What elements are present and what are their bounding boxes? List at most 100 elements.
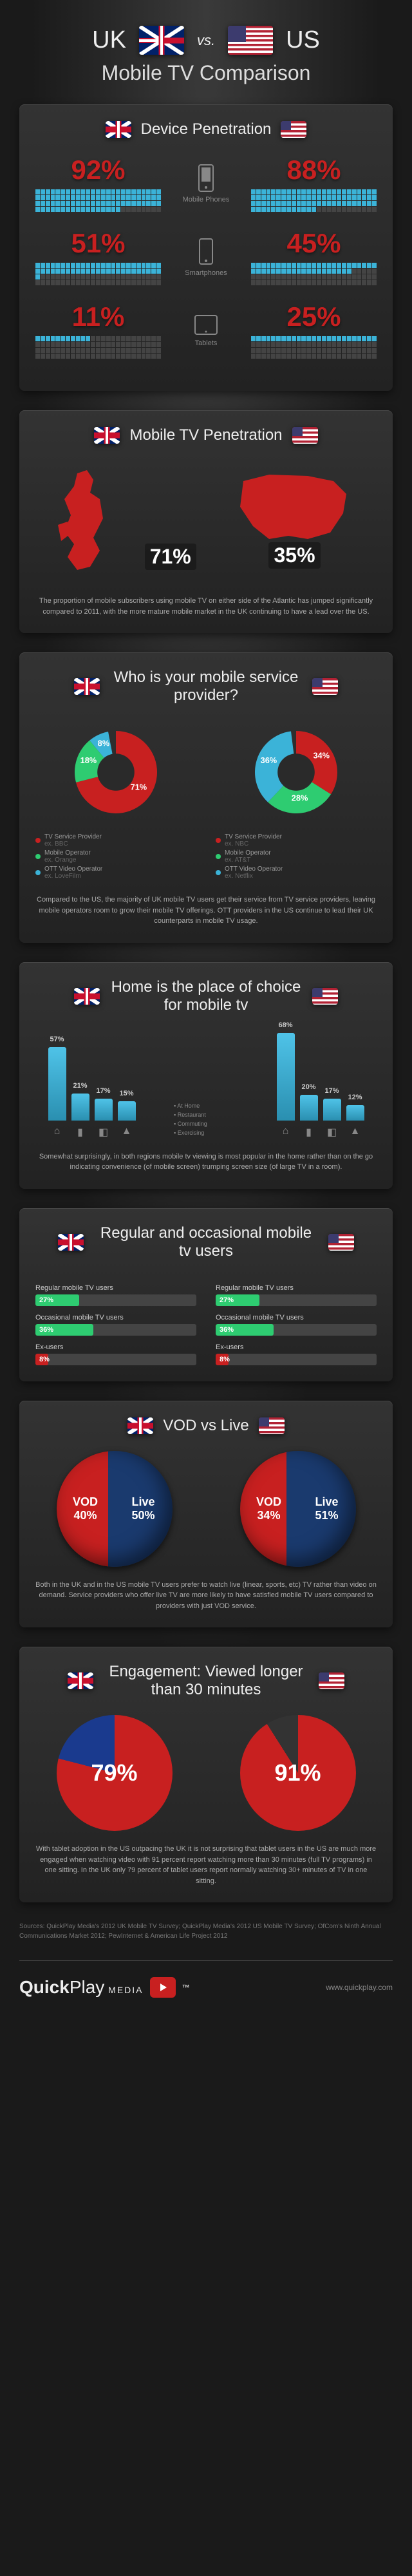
home-bar: 20% — [300, 1095, 318, 1121]
user-label: Ex-users — [216, 1343, 377, 1351]
us-donut-chart: 34%28%36% — [245, 721, 348, 824]
us-flag-icon — [259, 1417, 285, 1434]
us-flag-icon — [312, 988, 338, 1005]
uk-flag-icon — [58, 1234, 84, 1251]
legend-item: OTT Video Operatorex. Netflix — [216, 866, 377, 880]
user-bar: 8% — [216, 1354, 377, 1365]
live-label: Live50% — [124, 1495, 163, 1522]
section-engagement: Engagement: Viewed longer than 30 minute… — [19, 1647, 393, 1902]
uk-flag-icon — [139, 26, 184, 55]
user-bar: 27% — [216, 1294, 377, 1306]
uk-flag-icon — [74, 988, 100, 1005]
exercise-icon: ▲ — [118, 1126, 136, 1139]
us-map-icon — [230, 462, 359, 552]
home-bar: 12% — [346, 1105, 364, 1121]
us-map-block: 35% — [212, 462, 377, 582]
us-flag-icon — [328, 1234, 354, 1251]
uk-donut-chart: 71% 18%8% — [64, 721, 167, 824]
footer: QuickPlay MEDIA ™ www.quickplay.com — [19, 1960, 393, 1998]
home-bar: 17% — [323, 1099, 341, 1121]
user-bar: 36% — [35, 1324, 196, 1336]
home-bar: 15% — [118, 1101, 136, 1121]
section-regular-users: Regular and occasional mobile tv users R… — [19, 1208, 393, 1381]
section-description: Somewhat surprisingly, in both regions m… — [35, 1151, 377, 1173]
section-description: Compared to the US, the majority of UK m… — [35, 895, 377, 927]
header-vs: vs. — [197, 32, 215, 49]
us-home-bars: 68% 20% 17% 12% ⌂ ▮ ◧ ▲ — [264, 1030, 377, 1139]
user-label: Regular mobile TV users — [35, 1284, 196, 1292]
commute-icon: ◧ — [95, 1126, 113, 1139]
section-title: Engagement: Viewed longer than 30 minute… — [103, 1663, 309, 1699]
uk-legend: TV Service Providerex. BBCMobile Operato… — [35, 833, 196, 880]
uk-flag-icon — [127, 1417, 153, 1434]
commute-icon: ◧ — [323, 1126, 341, 1139]
section-title: Home is the place of choice for mobile t… — [109, 978, 303, 1014]
us-flag-icon — [281, 121, 306, 138]
home-bar: 68% — [277, 1033, 295, 1121]
user-label: Ex-users — [35, 1343, 196, 1351]
vod-label: VOD40% — [66, 1495, 105, 1522]
device-icon: Mobile Phones — [174, 164, 238, 204]
svg-text:28%: 28% — [292, 793, 308, 802]
uk-flag-icon — [94, 427, 120, 444]
section-title: Regular and occasional mobile tv users — [93, 1224, 319, 1260]
uk-map-icon — [39, 460, 142, 576]
uk-ball-chart: VOD40% Live50% — [57, 1451, 173, 1567]
device-icon: Tablets — [174, 314, 238, 347]
home-bar: 57% — [48, 1047, 66, 1121]
live-label: Live51% — [308, 1495, 346, 1522]
section-title: Who is your mobile service provider? — [109, 668, 303, 705]
uk-engagement-pie: 79% — [57, 1715, 173, 1831]
section-mobile-tv-penetration: Mobile TV Penetration 71% 35% The propor… — [19, 410, 393, 633]
section-title: Mobile TV Penetration — [129, 426, 282, 444]
restaurant-icon: ▮ — [71, 1126, 89, 1139]
us-flag-icon — [312, 678, 338, 695]
us-donut-block: 34%28%36% TV Service Providerex. NBCMobi… — [216, 721, 377, 882]
user-bar: 36% — [216, 1324, 377, 1336]
uk-donut-block: 71% 18%8% TV Service Providerex. BBCMobil… — [35, 721, 196, 882]
home-legend: ▪ At Home▪ Restaurant▪ Commuting▪ Exerci… — [174, 1103, 238, 1139]
user-label: Regular mobile TV users — [216, 1284, 377, 1292]
user-bar: 8% — [35, 1354, 196, 1365]
us-flag-icon — [319, 1672, 344, 1689]
us-penetration-pct: 35% — [268, 542, 320, 569]
legend-item: TV Service Providerex. BBC — [35, 833, 196, 848]
us-flag-icon — [228, 26, 273, 55]
uk-users-col: Regular mobile TV users 27%Occasional mo… — [35, 1276, 196, 1365]
exercise-icon: ▲ — [346, 1126, 364, 1139]
home-icon: ⌂ — [277, 1126, 295, 1139]
section-provider: Who is your mobile service provider? 71%… — [19, 652, 393, 943]
section-title: Device Penetration — [141, 120, 272, 138]
section-description: Both in the UK and in the US mobile TV u… — [35, 1580, 377, 1612]
sources-text: Sources: QuickPlay Media's 2012 UK Mobil… — [19, 1922, 393, 1941]
uk-flag-icon — [74, 678, 100, 695]
footer-url: www.quickplay.com — [326, 1983, 393, 1992]
uk-map-block: 71% — [35, 460, 200, 583]
header: UK vs. US Mobile TV Comparison — [19, 26, 393, 85]
section-vod-live: VOD vs Live VOD40% Live50% VOD34% Live51… — [19, 1401, 393, 1628]
svg-text:34%: 34% — [313, 750, 330, 760]
legend-item: TV Service Providerex. NBC — [216, 833, 377, 848]
us-engagement-pie: 91% — [240, 1715, 356, 1831]
uk-penetration-pct: 71% — [145, 544, 196, 570]
device-row: 92% Mobile Phones 88% — [35, 155, 377, 212]
vod-label: VOD34% — [250, 1495, 288, 1522]
section-title: VOD vs Live — [163, 1417, 248, 1435]
device-row: 51% Smartphones 45% — [35, 228, 377, 285]
svg-text:71%: 71% — [131, 782, 147, 791]
header-us: US — [286, 26, 320, 54]
svg-text:18%: 18% — [80, 755, 97, 765]
section-home: Home is the place of choice for mobile t… — [19, 962, 393, 1189]
svg-text:8%: 8% — [98, 738, 110, 748]
section-description: With tablet adoption in the US outpacing… — [35, 1844, 377, 1886]
infographic-root: UK vs. US Mobile TV Comparison Device Pe… — [0, 0, 412, 2017]
us-flag-icon — [292, 427, 318, 444]
restaurant-icon: ▮ — [300, 1126, 318, 1139]
home-icon: ⌂ — [48, 1126, 66, 1139]
uk-flag-icon — [68, 1672, 93, 1689]
us-ball-chart: VOD34% Live51% — [240, 1451, 356, 1567]
us-legend: TV Service Providerex. NBCMobile Operato… — [216, 833, 377, 880]
home-bar: 21% — [71, 1094, 89, 1121]
header-subtitle: Mobile TV Comparison — [19, 61, 393, 85]
legend-item: OTT Video Operatorex. LoveFilm — [35, 866, 196, 880]
